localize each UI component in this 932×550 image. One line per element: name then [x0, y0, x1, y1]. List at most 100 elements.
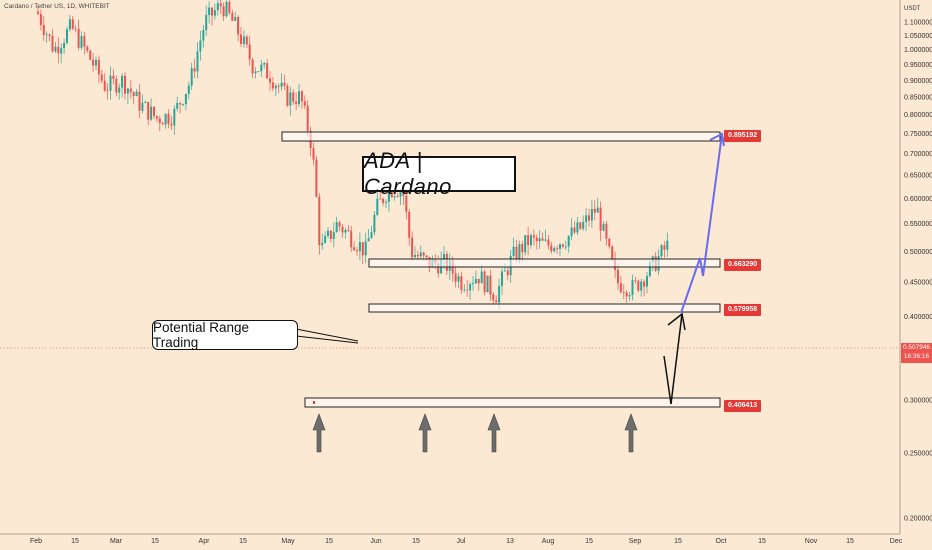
- candle: [184, 93, 187, 105]
- candle: [231, 12, 234, 21]
- candle: [164, 113, 167, 125]
- candle: [637, 280, 640, 291]
- candle: [498, 285, 501, 303]
- candle: [338, 222, 341, 227]
- candle: [596, 207, 599, 213]
- candle: [425, 255, 428, 258]
- x-tick-label: 15: [71, 538, 79, 545]
- candle: [532, 235, 535, 238]
- x-tick-label: Feb: [30, 538, 42, 545]
- candle: [129, 88, 132, 93]
- candle: [411, 237, 414, 258]
- candle: [640, 281, 643, 291]
- candle: [602, 223, 605, 231]
- candle: [588, 215, 590, 221]
- candle: [387, 188, 390, 202]
- candle: [277, 85, 280, 87]
- candle: [408, 211, 411, 238]
- candle: [350, 230, 353, 248]
- candle: [619, 283, 622, 293]
- price-unit: USDT: [904, 6, 921, 12]
- candle: [74, 28, 77, 30]
- candle: [132, 92, 135, 97]
- candle: [251, 59, 254, 74]
- candle: [42, 25, 45, 35]
- candle: [97, 59, 100, 75]
- candle: [274, 85, 277, 89]
- y-tick-label: 1.050000: [904, 33, 932, 40]
- candle: [399, 190, 402, 197]
- candle: [153, 106, 155, 117]
- x-tick-label: Dec: [890, 538, 903, 545]
- candle: [347, 229, 350, 231]
- candle: [593, 208, 596, 213]
- candle: [570, 227, 573, 237]
- candle: [443, 253, 445, 260]
- candle: [135, 91, 138, 97]
- candle: [524, 235, 527, 253]
- candle: [315, 159, 318, 197]
- candle: [48, 34, 51, 36]
- candle: [634, 280, 637, 282]
- range-arrow-up: [670, 313, 683, 405]
- candle: [590, 208, 593, 221]
- candle: [187, 85, 190, 94]
- y-tick-label: 0.650000: [904, 173, 932, 180]
- candle: [576, 222, 579, 233]
- zone-0895[interactable]: [281, 131, 721, 142]
- x-tick-label: Jul: [457, 538, 466, 545]
- candle: [295, 101, 298, 105]
- candle: [138, 91, 141, 111]
- candle: [54, 46, 57, 52]
- candle: [115, 78, 118, 93]
- candle: [660, 245, 663, 257]
- candle: [71, 19, 74, 29]
- candle: [550, 245, 553, 252]
- candle: [257, 71, 260, 73]
- candle: [298, 91, 300, 105]
- price-axis-panel[interactable]: [900, 0, 932, 550]
- candle: [335, 222, 338, 233]
- candle: [213, 10, 216, 16]
- candle: [648, 262, 651, 276]
- candle: [503, 270, 506, 272]
- candle: [306, 105, 309, 131]
- y-tick-label: 0.250000: [904, 451, 932, 458]
- candle: [202, 30, 205, 41]
- candle: [190, 68, 193, 86]
- candle: [547, 239, 550, 246]
- candle: [219, 3, 222, 7]
- zone-0580[interactable]: [368, 303, 721, 313]
- candle: [263, 63, 266, 65]
- candle: [556, 248, 559, 250]
- candle: [45, 34, 48, 36]
- candle: [480, 271, 483, 284]
- candle: [208, 7, 211, 15]
- candle: [118, 87, 121, 93]
- candle: [521, 244, 524, 253]
- candle: [292, 92, 295, 102]
- candle: [77, 28, 80, 48]
- callout-text: Potential Range Trading: [153, 320, 250, 350]
- range-arrow-down: [663, 355, 672, 405]
- level-tag-0895: 0.895192: [724, 130, 762, 142]
- x-tick-label: 15: [325, 538, 333, 545]
- candle: [324, 235, 327, 243]
- candle: [414, 254, 416, 258]
- candle: [167, 113, 170, 124]
- zone-0406[interactable]: [304, 397, 721, 408]
- candle: [216, 3, 219, 11]
- candle: [463, 289, 466, 291]
- candle: [112, 75, 115, 79]
- projection-path: [680, 133, 723, 314]
- candle: [489, 275, 492, 295]
- candle: [106, 90, 109, 92]
- zone-0663[interactable]: [368, 258, 721, 268]
- candle: [356, 250, 358, 252]
- candle: [271, 82, 274, 89]
- candle: [512, 246, 515, 256]
- candle: [396, 196, 399, 197]
- candle: [393, 196, 396, 198]
- candle: [515, 246, 518, 260]
